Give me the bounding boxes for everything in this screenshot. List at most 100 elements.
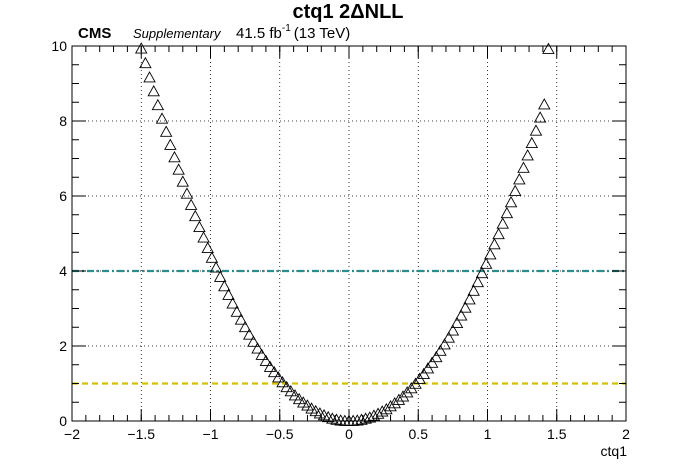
data-point xyxy=(384,399,397,412)
data-point xyxy=(471,275,485,288)
data-point xyxy=(513,173,526,185)
data-point xyxy=(151,98,165,111)
data-point xyxy=(292,392,306,405)
data-point xyxy=(180,187,194,199)
data-point xyxy=(380,402,393,415)
data-point xyxy=(201,241,214,253)
chart-title: ctq1 2ΔNLL xyxy=(292,1,403,23)
data-point xyxy=(351,414,364,426)
data-point xyxy=(263,360,277,372)
data-point xyxy=(251,342,264,354)
x-tick-label: 1.5 xyxy=(547,426,567,442)
data-point xyxy=(139,56,152,69)
data-point xyxy=(234,313,248,325)
lumi-value: 41.5 fb xyxy=(236,25,282,42)
x-tick-label: −1.5 xyxy=(127,426,155,442)
data-point xyxy=(442,331,455,343)
data-point xyxy=(176,175,190,187)
status-label: Supplementary xyxy=(133,26,222,41)
data-point xyxy=(484,248,497,260)
data-point xyxy=(508,184,522,196)
data-point xyxy=(272,371,285,383)
data-point xyxy=(280,380,293,393)
data-point xyxy=(446,324,460,336)
data-markers xyxy=(134,42,555,426)
lumi-energy: (13 TeV) xyxy=(294,25,350,42)
data-point xyxy=(454,309,468,321)
data-point xyxy=(529,124,543,136)
data-point xyxy=(421,362,435,374)
data-point xyxy=(429,350,443,363)
data-point xyxy=(284,384,298,397)
data-point xyxy=(184,198,198,210)
data-point xyxy=(538,98,551,110)
data-point xyxy=(438,338,451,350)
data-point xyxy=(205,251,219,263)
x-tick-label: −1 xyxy=(203,426,219,442)
data-point xyxy=(496,217,509,229)
data-point xyxy=(392,393,406,405)
data-point xyxy=(238,320,252,333)
y-tick-label: 0 xyxy=(59,413,67,429)
data-point xyxy=(143,71,156,83)
data-point xyxy=(363,411,377,423)
data-point xyxy=(230,305,244,317)
data-point xyxy=(147,84,160,97)
x-tick-label: 2 xyxy=(622,426,630,442)
experiment-label: CMS xyxy=(78,25,111,42)
data-point xyxy=(197,231,210,243)
data-point xyxy=(288,389,302,401)
data-point xyxy=(500,206,514,219)
data-point xyxy=(488,237,501,250)
data-point xyxy=(172,163,185,175)
data-point xyxy=(255,348,269,360)
data-point xyxy=(355,413,368,425)
data-point xyxy=(247,335,260,347)
data-point xyxy=(218,279,231,292)
data-point xyxy=(276,375,289,388)
data-point xyxy=(475,266,489,279)
data-point xyxy=(222,288,235,300)
data-point xyxy=(521,149,534,161)
data-point xyxy=(388,396,401,409)
data-point xyxy=(213,270,227,282)
data-point xyxy=(267,365,281,378)
data-point xyxy=(209,261,223,273)
data-point xyxy=(479,257,493,269)
data-point xyxy=(533,111,547,123)
axis-ticks xyxy=(71,45,627,422)
data-point xyxy=(155,112,169,124)
lumi-exponent: -1 xyxy=(282,23,291,34)
data-point xyxy=(425,356,439,368)
data-point xyxy=(396,390,410,402)
data-point xyxy=(193,220,206,232)
axis-tick-labels: −2 −1.5 −1 −0.5 0 0.5 1 1.5 2 0 2 4 6 8 10 xyxy=(51,38,630,442)
data-point xyxy=(259,354,273,366)
data-point xyxy=(517,161,530,173)
y-tick-label: 8 xyxy=(59,113,67,129)
data-point xyxy=(226,297,239,309)
data-point xyxy=(463,293,476,305)
y-tick-label: 10 xyxy=(51,38,67,54)
data-point xyxy=(504,195,518,208)
x-axis-label: ctq1 xyxy=(601,443,628,459)
data-point xyxy=(168,150,181,163)
data-point xyxy=(330,413,343,425)
data-point xyxy=(400,386,414,398)
data-point xyxy=(189,209,202,222)
x-tick-label: 0 xyxy=(345,426,353,442)
lumi-label: 41.5 fb-1 (13 TeV) xyxy=(236,23,350,42)
data-point xyxy=(450,316,464,328)
x-tick-label: 0.5 xyxy=(409,426,429,442)
data-point xyxy=(459,301,472,313)
data-point xyxy=(434,344,447,356)
data-point xyxy=(243,328,256,340)
x-tick-label: −0.5 xyxy=(266,426,294,442)
data-point xyxy=(467,284,480,296)
y-tick-label: 2 xyxy=(59,338,67,354)
data-point xyxy=(542,42,555,54)
y-tick-label: 4 xyxy=(59,263,67,279)
data-point xyxy=(525,136,539,148)
